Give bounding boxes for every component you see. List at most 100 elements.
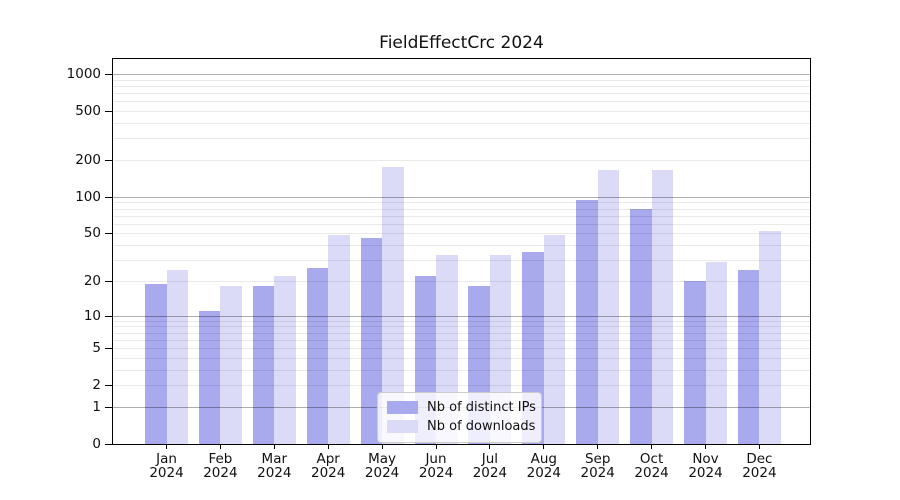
y-axis-tick-label: 2 [92, 377, 101, 394]
y-axis-tick-label: 5 [92, 340, 101, 356]
x-tick-month: Jul [481, 451, 499, 467]
x-tick-month: Mar [261, 451, 288, 467]
x-tick-year: 2024 [634, 465, 669, 481]
bar-downloads-aug [543, 234, 566, 444]
bar-downloads-nov [705, 261, 727, 444]
x-axis-tick [705, 444, 706, 449]
gridline-minor [113, 160, 810, 161]
gridline-minor [113, 101, 810, 103]
gridline-major [113, 315, 810, 317]
x-axis-tick [597, 444, 599, 449]
gridline-minor [113, 85, 810, 87]
bar-distinct-ips-may [360, 237, 383, 444]
x-tick-year: 2024 [257, 465, 292, 481]
y-axis-tick [105, 444, 112, 445]
x-tick-year: 2024 [203, 465, 238, 481]
gridline-major [113, 74, 810, 75]
x-tick-month: Oct [639, 451, 664, 467]
legend-swatch-distinct-ips [387, 401, 418, 414]
x-axis-tick [489, 444, 491, 449]
legend-swatch-downloads [387, 420, 418, 433]
x-axis-tick [381, 444, 383, 449]
gridline-minor [113, 79, 810, 81]
gridline-minor [113, 138, 810, 140]
x-axis-tick-label: Dec 2024 [727, 452, 791, 480]
x-axis-tick-label: Feb 2024 [188, 452, 252, 480]
x-axis-tick-label: Aug 2024 [512, 452, 576, 480]
x-axis-tick [758, 444, 760, 449]
x-axis-tick-label: Mar 2024 [242, 452, 306, 480]
legend-item-distinct-ips: Nb of distinct IPs [387, 398, 541, 417]
y-axis-tick-label: 10 [83, 307, 101, 324]
y-axis-tick [105, 111, 112, 113]
legend-item-downloads: Nb of downloads [387, 417, 541, 436]
x-tick-month: Jun [425, 451, 447, 467]
x-tick-month: Nov [692, 451, 719, 467]
x-tick-year: 2024 [526, 465, 561, 481]
gridline-minor [113, 369, 810, 371]
bar-distinct-ips-feb [198, 310, 221, 444]
gridline-minor [113, 245, 810, 247]
y-axis-tick-label: 200 [75, 152, 101, 168]
x-tick-month: Dec [746, 451, 773, 467]
y-axis-tick-label: 1000 [66, 66, 101, 82]
y-axis-tick [105, 385, 112, 387]
gridline-minor [113, 223, 810, 225]
gridline-minor [113, 233, 810, 235]
x-axis-tick-label: Nov 2024 [674, 452, 738, 480]
plot-area: 1000 500 200 100 50 20 10 5 2 1 0 Jan 2024 Feb 2024 Mar… [67, 58, 811, 480]
y-axis-tick [105, 315, 112, 317]
x-axis-tick-label: Oct 2024 [620, 452, 684, 480]
bar-downloads-sep [597, 170, 620, 444]
y-axis-tick-label: 1 [92, 398, 101, 415]
x-axis-tick [651, 444, 653, 449]
x-axis-tick [435, 444, 437, 449]
x-axis-tick [166, 444, 167, 449]
y-axis-tick-label: 0 [92, 436, 101, 452]
x-tick-month: Apr [316, 451, 340, 467]
gridline-minor [113, 260, 810, 262]
x-axis-tick [219, 444, 221, 449]
x-axis-tick-label: Jul 2024 [458, 452, 522, 480]
gridline-minor [113, 93, 810, 95]
bar-distinct-ips-mar [252, 286, 275, 444]
bar-distinct-ips-nov [684, 280, 706, 444]
x-tick-year: 2024 [580, 465, 615, 481]
x-axis-tick [543, 444, 545, 449]
chart-title: FieldEffectCrc 2024 [379, 33, 544, 53]
bar-distinct-ips-oct [630, 208, 652, 444]
x-axis-tick [327, 444, 329, 449]
x-tick-year: 2024 [311, 465, 346, 481]
gridline-minor [113, 357, 810, 359]
y-axis-tick [105, 406, 112, 408]
x-tick-month: Aug [530, 451, 557, 467]
x-tick-year: 2024 [688, 465, 723, 481]
x-tick-month: Feb [208, 451, 233, 467]
gridline-minor [113, 339, 810, 341]
bar-distinct-ips-sep [576, 199, 598, 444]
gridline-minor [113, 215, 810, 217]
x-tick-year: 2024 [149, 465, 184, 481]
gridline-minor [113, 385, 810, 387]
x-tick-year: 2024 [418, 465, 454, 481]
y-axis-tick [105, 74, 112, 75]
y-axis-tick-label: 20 [83, 272, 101, 289]
x-tick-year: 2024 [364, 465, 400, 481]
x-axis-tick-label: Jun 2024 [404, 452, 468, 480]
legend-label-downloads: Nb of downloads [427, 419, 536, 434]
bar-downloads-dec [759, 231, 781, 444]
x-axis-tick-label: Jan 2024 [135, 452, 199, 480]
gridline-major [113, 196, 810, 198]
gridline-minor [113, 326, 810, 328]
y-axis-tick-label: 50 [83, 225, 101, 242]
bar-distinct-ips-dec [737, 269, 760, 444]
gridline-minor [113, 111, 810, 113]
x-tick-year: 2024 [472, 465, 508, 481]
gridline-minor [113, 208, 810, 210]
x-tick-month: Sep [584, 451, 611, 467]
x-tick-month: May [368, 451, 397, 467]
bar-downloads-mar [274, 276, 296, 444]
y-axis-tick [105, 280, 112, 282]
gridline-minor [113, 123, 810, 124]
